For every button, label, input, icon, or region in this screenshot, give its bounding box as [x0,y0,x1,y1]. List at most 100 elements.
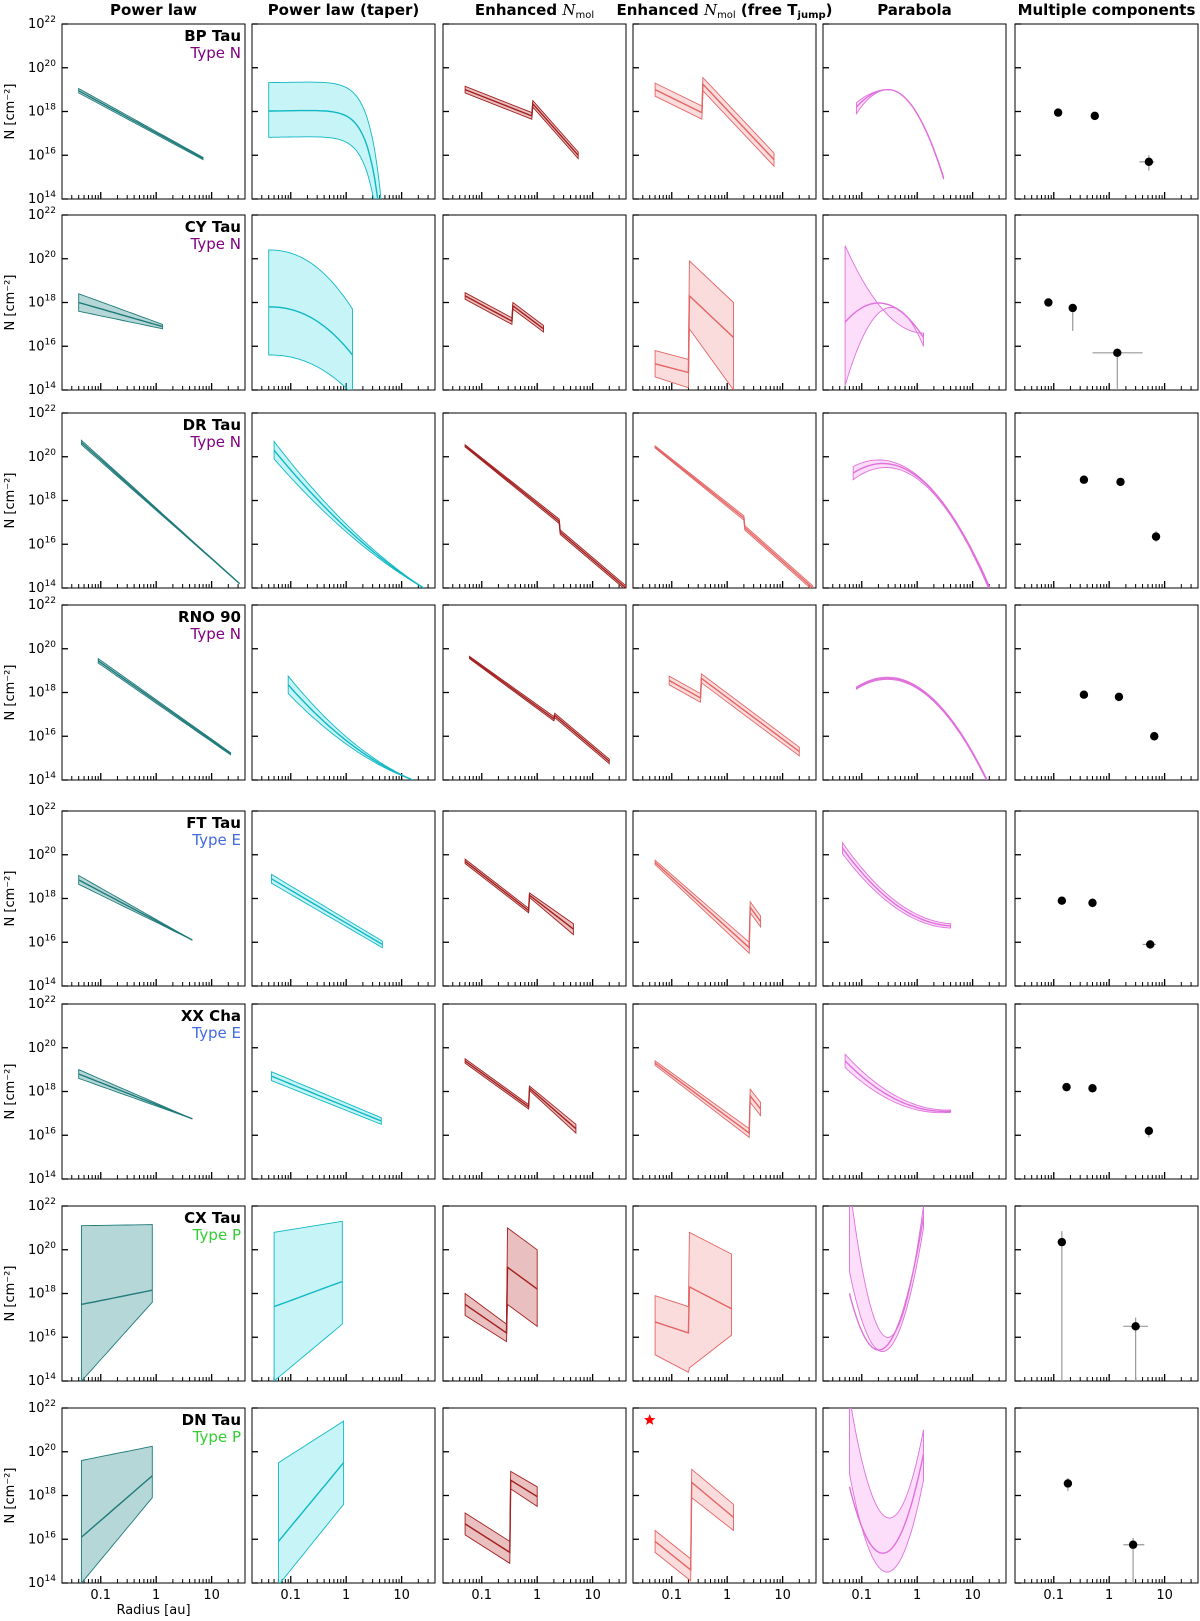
y-tick-label: 1022 [28,596,56,613]
x-tick-label: 0.1 [1043,1588,1064,1603]
column-title-6: Multiple components [1018,1,1196,19]
y-tick-label: 1018 [28,684,56,701]
model-parabola-line [848,1453,925,1554]
panel-frame [442,1003,627,1180]
y-tick-label: 1014 [28,977,56,994]
component-point-1 [1063,1479,1073,1488]
model-power-law--taper--line [277,1462,345,1542]
panel-content [855,676,988,780]
x-tick-label: 0.1 [280,1588,301,1603]
panel-cx-tau-col4 [632,1205,817,1382]
x-tick-label: 10 [1156,1588,1173,1603]
model-power-law-line [78,879,193,941]
y-tick-label: 1014 [28,579,56,596]
panel-rno-90-col2 [251,604,436,781]
panel-frame [822,1003,1007,1180]
panel-rno-90-col4 [632,604,817,781]
panel-content [654,76,775,168]
model-enhanced-n-mol--free-t-jump--line [654,294,734,374]
y-tick-label: 1018 [28,1285,56,1302]
panel-ft-tau-col4 [632,810,817,987]
panel-content [1062,1082,1154,1138]
panel-content [1044,298,1143,390]
model-parabola-line [856,677,988,780]
object-type: Type N [190,44,241,62]
model-enhanced-n-mol-line [464,1265,538,1335]
panel-content [81,1224,153,1381]
panel-content [844,245,925,386]
panel-xx-cha-col6 [1014,1003,1199,1180]
panel-frame [822,810,1007,987]
model-enhanced-n-mol-line [469,656,610,762]
model-parabola-line [844,302,925,338]
panel-content [464,1470,538,1565]
component-point-1 [1062,1082,1071,1092]
panel-frame [61,1407,246,1584]
y-tick-label: 1016 [28,535,56,552]
panel-frame [251,1205,436,1382]
model-parabola-line [848,1216,925,1351]
model-enhanced-n-mol--free-t-jump--band [654,1231,733,1373]
panel-xx-cha-col4 [632,1003,817,1180]
model-parabola-line [841,847,951,927]
object-type: Type E [191,831,241,849]
panel-content [844,1053,952,1114]
model-power-law-band [81,1224,153,1381]
column-title-4: Enhanced Nmol (free Tjump) [617,1,833,21]
column-title-1: Power law [110,1,197,19]
panel-content [1057,1231,1148,1381]
y-tick-label: 1022 [28,1197,56,1214]
y-tick-label: 1014 [28,1372,56,1389]
model-enhanced-n-mol--free-t-jump--line [654,861,762,950]
x-tick-label: 1 [1105,1588,1113,1603]
panel-content [273,1220,343,1381]
model-power-law-line [97,660,232,755]
model-power-law-line [78,1073,193,1120]
model-parabola-band [844,245,924,386]
model-power-law--taper--line [271,878,383,946]
panel-content [464,291,544,333]
object-type: Type N [190,625,241,643]
model-parabola-band [849,1206,924,1353]
model-power-law--taper--line [268,109,379,199]
y-tick-label: 1020 [28,1443,56,1460]
panel-cy-tau-col6 [1014,214,1199,391]
panel-dn-tau-col6 [1014,1407,1199,1584]
panel-frame [61,604,246,781]
panel-content [654,859,762,955]
panel-content [644,1414,734,1582]
model-enhanced-n-mol-line [464,860,574,930]
panel-frame [251,412,436,589]
y-tick-label: 1018 [28,294,56,311]
panel-content [268,81,382,199]
panel-frame [822,23,1007,200]
component-point-1 [1057,1237,1067,1247]
panel-ft-tau-col6 [1014,810,1199,987]
panel-content [654,259,734,390]
panel-content [81,1445,153,1583]
panel-dn-tau-col2 [251,1407,436,1584]
component-point-2 [1114,692,1124,702]
panel-cy-tau-col4 [632,214,817,391]
model-power-law-line [81,441,241,585]
y-axis-label: N [cm⁻²] [3,84,18,140]
panel-frame [442,604,627,781]
object-type: Type N [190,433,241,451]
y-tick-label: 1014 [28,771,56,788]
object-name: RNO 90 [178,608,241,626]
object-name: CY Tau [185,218,241,236]
panel-cx-tau-col2 [251,1205,436,1382]
panel-content [841,841,952,929]
panel-frame [61,23,246,200]
panel-frame [61,214,246,391]
panel-bp-tau-col4 [632,23,817,200]
y-tick-label: 1020 [28,1241,56,1258]
model-parabola-band [855,676,988,780]
object-type: Type P [192,1428,241,1446]
model-parabola-line [844,1060,951,1113]
component-point-1 [1057,896,1067,905]
y-tick-label: 1014 [28,1574,56,1591]
panel-frame [632,810,817,987]
component-point-2 [1131,1322,1140,1331]
